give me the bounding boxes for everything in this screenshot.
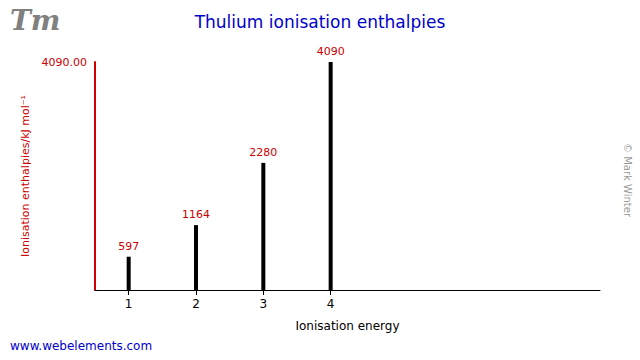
- svg-text:Ionisation energy: Ionisation energy: [295, 319, 399, 333]
- svg-text:3: 3: [260, 297, 268, 311]
- svg-text:www.webelements.com: www.webelements.com: [10, 339, 152, 353]
- svg-text:2: 2: [192, 297, 200, 311]
- svg-text:4090.00: 4090.00: [42, 56, 88, 69]
- svg-text:2280: 2280: [249, 146, 277, 159]
- svg-text:1164: 1164: [182, 208, 210, 221]
- svg-text:Tm: Tm: [10, 4, 60, 37]
- svg-text:Thulium ionisation enthalpies: Thulium ionisation enthalpies: [194, 12, 446, 32]
- svg-text:Ionisation enthalpies/kJ mol⁻¹: Ionisation enthalpies/kJ mol⁻¹: [19, 95, 32, 257]
- svg-text:1: 1: [125, 297, 133, 311]
- svg-text:© Mark Winter: © Mark Winter: [622, 143, 633, 218]
- svg-text:597: 597: [118, 240, 139, 253]
- svg-text:4: 4: [327, 297, 335, 311]
- svg-text:4090: 4090: [317, 45, 345, 58]
